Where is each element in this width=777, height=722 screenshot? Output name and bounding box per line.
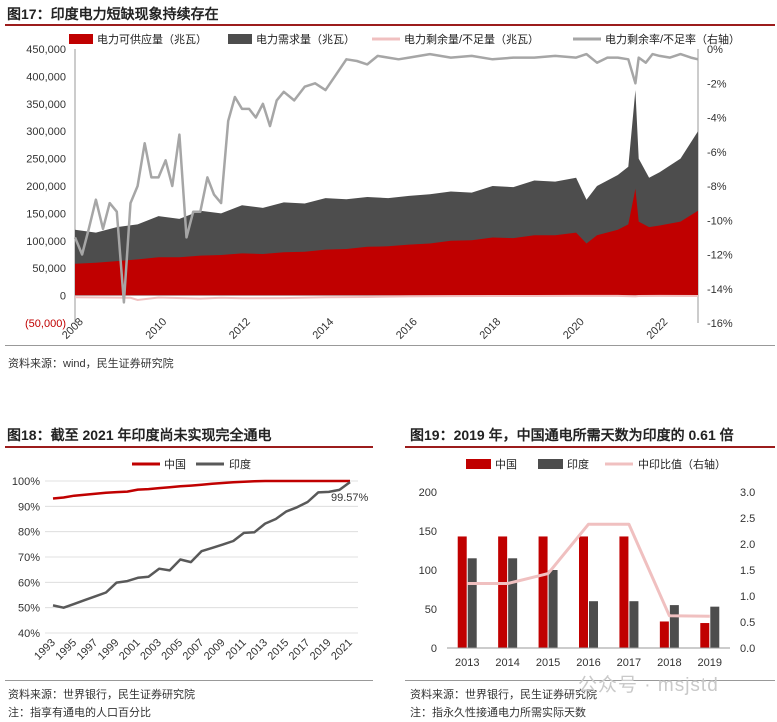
fig17-y2-tick-label: -10% bbox=[707, 215, 733, 227]
fig19-bar-china bbox=[498, 536, 508, 648]
fig17-chart: 450,000 400,000 350,000 300,000 250,000 200,0… bbox=[25, 32, 740, 342]
fig17-legend-swatch bbox=[228, 34, 252, 44]
fig19-legend-label: 中印比值（右轴） bbox=[638, 457, 726, 471]
fig19-x-tick-label: 2016 bbox=[576, 657, 600, 669]
fig19-y2-tick-label: 2.0 bbox=[740, 539, 755, 551]
fig19-legend-swatch bbox=[538, 459, 563, 469]
fig18-y-tick-label: 60% bbox=[18, 577, 40, 589]
fig17-y-tick-label: 300,000 bbox=[26, 126, 66, 138]
fig18-y-tick-label: 100% bbox=[12, 476, 40, 488]
fig19-y-tick-label: 0 bbox=[431, 643, 437, 655]
fig18-y-tick-label: 50% bbox=[18, 603, 40, 615]
fig18-india-line bbox=[52, 481, 351, 609]
fig19-ratio-line bbox=[467, 522, 710, 618]
fig17-y2-tick-label: -12% bbox=[707, 250, 733, 262]
fig19-y-tick-label: 150 bbox=[419, 526, 437, 538]
fig19-x-tick-label: 2013 bbox=[455, 657, 479, 669]
fig17-source: 资料来源：wind，民生证券研究院 bbox=[8, 358, 174, 370]
fig19-x-tick-label: 2018 bbox=[657, 657, 681, 669]
fig19-legend-swatch bbox=[466, 459, 491, 469]
fig17-y2-tick-label: 0% bbox=[707, 44, 723, 56]
fig18-title-rule bbox=[5, 446, 373, 448]
fig19-bottom-rule bbox=[405, 680, 775, 681]
fig17-legend-label: 电力剩余量/不足量（兆瓦） bbox=[404, 32, 539, 46]
fig19-bar-china bbox=[538, 536, 548, 648]
fig19-bar-china bbox=[700, 623, 710, 648]
fig19-y-tick-label: 50 bbox=[425, 604, 437, 616]
fig17-y2-tick-label: -4% bbox=[707, 113, 727, 125]
fig19-bar-china bbox=[619, 536, 629, 648]
fig17-y-tick-label: 200,000 bbox=[26, 181, 66, 193]
fig18-china-line bbox=[52, 479, 350, 500]
fig18-annotation: 99.57% bbox=[331, 492, 369, 504]
fig18-y-tick-label: 80% bbox=[18, 527, 40, 539]
fig19-legend-label: 中国 bbox=[495, 458, 517, 471]
fig19-y2-tick-label: 2.5 bbox=[740, 513, 755, 525]
fig18-chart: 100%90%80%70%60%50%40%199319951997199920… bbox=[12, 457, 369, 663]
fig17-y-tick-label: 400,000 bbox=[26, 71, 66, 83]
fig19-source: 资料来源：世界银行，民生证券研究院 bbox=[410, 689, 597, 701]
fig19-bar-india bbox=[589, 601, 598, 648]
fig17-y-tick-label: 450,000 bbox=[26, 44, 66, 56]
fig17-y-tick-label: 350,000 bbox=[26, 99, 66, 111]
fig19-title: 图19：2019 年，中国通电所需天数为印度的 0.61 倍 bbox=[410, 427, 734, 443]
fig17-y-tick-label: 0 bbox=[60, 291, 66, 303]
fig17-y2-tick-label: -8% bbox=[707, 181, 727, 193]
fig17-gap-line bbox=[74, 294, 699, 302]
fig17-legend-label: 电力可供应量（兆瓦） bbox=[97, 32, 207, 46]
fig19-bar-china bbox=[579, 536, 588, 648]
fig19-y-tick-label: 200 bbox=[419, 487, 437, 499]
fig17-y2-tick-label: -14% bbox=[707, 284, 733, 296]
fig17-y2-tick-label: -2% bbox=[707, 78, 727, 90]
fig19-x-tick-label: 2017 bbox=[617, 657, 641, 669]
fig17-y-tick-label: (50,000) bbox=[25, 318, 66, 330]
fig19-bar-china bbox=[659, 621, 669, 648]
fig17-y-tick-label: 50,000 bbox=[32, 263, 66, 275]
fig18-title: 图18：截至 2021 年印度尚未实现完全通电 bbox=[7, 427, 272, 443]
fig19-bar-india bbox=[467, 558, 477, 648]
fig19-bar-india bbox=[669, 605, 679, 648]
fig17-rate-line bbox=[73, 52, 699, 304]
fig19-y2-tick-label: 0.0 bbox=[740, 643, 755, 655]
fig18-bottom-rule bbox=[5, 680, 373, 681]
fig18-y-tick-label: 40% bbox=[18, 628, 40, 640]
fig17-legend-swatch bbox=[69, 34, 93, 44]
fig19-y-tick-label: 100 bbox=[419, 565, 437, 577]
fig18-note: 注：指享有通电的人口百分比 bbox=[8, 707, 151, 719]
fig19-bar-china bbox=[457, 536, 467, 648]
fig18-legend-label: 中国 bbox=[164, 458, 186, 471]
fig19-bar-india bbox=[548, 570, 558, 648]
fig18-legend-label: 印度 bbox=[229, 457, 251, 471]
fig19-bar-india bbox=[629, 601, 639, 648]
fig17-supply-area bbox=[75, 188, 698, 296]
fig17-y-tick-label: 150,000 bbox=[26, 208, 66, 220]
fig17-legend-label: 电力需求量（兆瓦） bbox=[256, 33, 355, 46]
fig19-y2-tick-label: 0.5 bbox=[740, 617, 755, 629]
fig18-y-tick-label: 90% bbox=[18, 501, 40, 513]
fig19-legend-label: 印度 bbox=[567, 457, 589, 471]
fig19-x-tick-label: 2014 bbox=[495, 657, 519, 669]
fig19-y2-tick-label: 3.0 bbox=[740, 487, 755, 499]
fig17-y-tick-label: 100,000 bbox=[26, 236, 66, 248]
fig19-title-rule bbox=[405, 446, 775, 448]
watermark: 公众号 · msjstd bbox=[578, 675, 719, 696]
fig18-y-tick-label: 70% bbox=[18, 552, 40, 564]
fig17-bottom-rule bbox=[5, 345, 775, 346]
fig17-title: 图17：印度电力短缺现象持续存在 bbox=[7, 6, 219, 22]
fig17-y-tick-label: 250,000 bbox=[26, 154, 66, 166]
fig19-y2-tick-label: 1.5 bbox=[740, 565, 755, 577]
fig19-note: 注：指永久性接通电力所需实际天数 bbox=[410, 707, 586, 719]
fig17-y2-tick-label: -6% bbox=[707, 147, 727, 159]
fig17-y2-tick-label: -16% bbox=[707, 318, 733, 330]
fig17-legend-label: 电力剩余率/不足率（右轴） bbox=[605, 32, 740, 46]
fig18-source: 资料来源：世界银行，民生证券研究院 bbox=[8, 689, 195, 701]
fig19-y2-tick-label: 1.0 bbox=[740, 591, 755, 603]
fig19-x-tick-label: 2015 bbox=[536, 657, 560, 669]
fig19-x-tick-label: 2019 bbox=[698, 657, 722, 669]
fig19-bar-india bbox=[710, 606, 720, 648]
fig17-title-rule bbox=[5, 24, 775, 26]
fig19-bar-india bbox=[508, 558, 518, 648]
